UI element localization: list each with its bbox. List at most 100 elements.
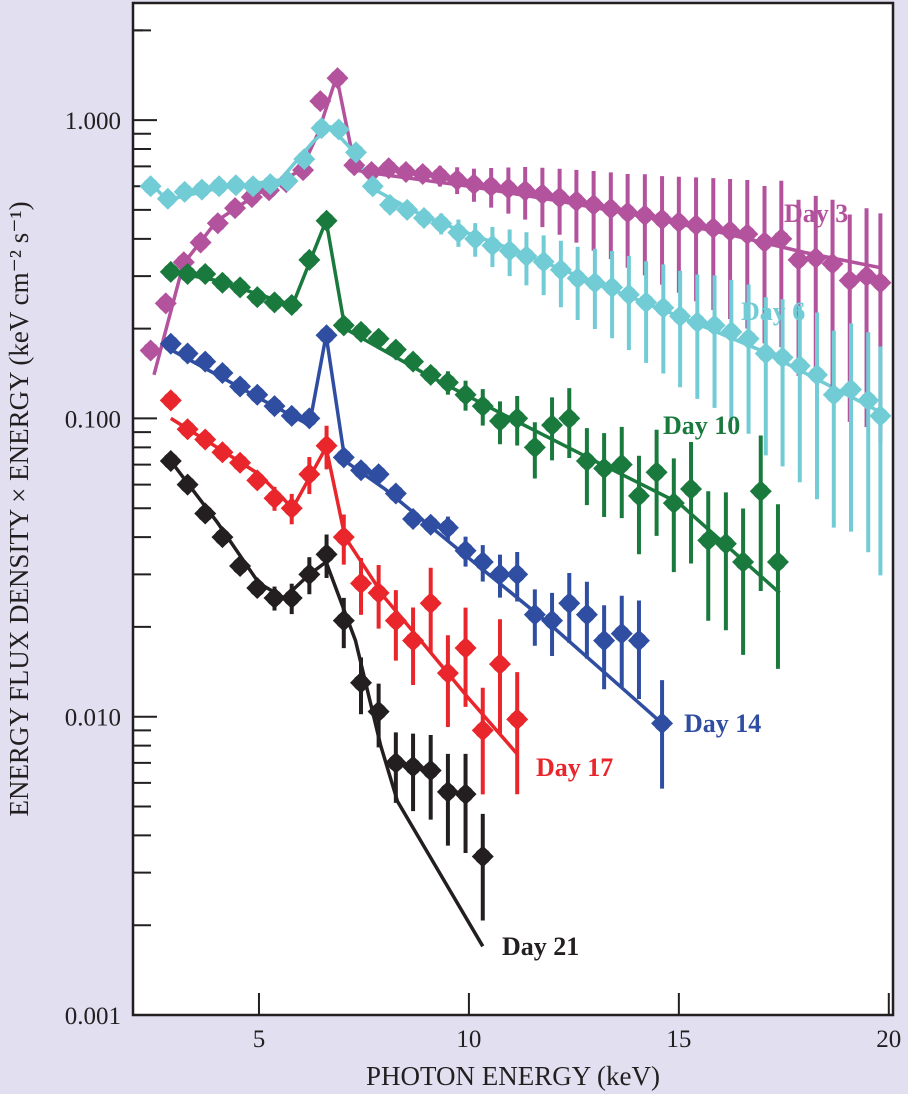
data-point-core xyxy=(193,181,210,198)
data-point-core xyxy=(301,466,318,483)
data-point-core xyxy=(474,398,491,415)
data-point-core xyxy=(630,487,647,504)
data-point-core xyxy=(602,200,619,217)
y-tick-labels: 0.001 0.010 0.100 1.000 xyxy=(65,108,121,1030)
series-day-10 xyxy=(159,209,789,669)
data-point-core xyxy=(773,230,790,247)
data-point-core xyxy=(433,215,450,232)
data-point-core xyxy=(353,323,369,340)
data-point-core xyxy=(439,665,456,682)
data-point-core xyxy=(157,295,174,312)
series-label-day-14: Day 14 xyxy=(684,709,761,738)
model-line-day-21 xyxy=(169,459,485,948)
x-tick-label: 15 xyxy=(666,1026,691,1053)
data-point-core xyxy=(387,341,404,358)
y-axis-title: ENERGY FLUX DENSITY × ENERGY (keV cm⁻² s… xyxy=(4,201,34,816)
data-point-core xyxy=(569,270,586,287)
data-point-core xyxy=(232,279,249,296)
data-point-core xyxy=(670,214,687,231)
data-point-core xyxy=(422,595,439,612)
data-point-core xyxy=(313,120,330,137)
series-label-day-3: Day 3 xyxy=(784,199,848,228)
data-point-core xyxy=(283,500,300,517)
data-point-core xyxy=(370,330,387,347)
data-point-core xyxy=(159,190,176,207)
data-point-core xyxy=(596,460,613,477)
data-point-core xyxy=(807,249,824,266)
data-point-core xyxy=(232,558,249,575)
data-point-core xyxy=(283,590,300,607)
data-point-core xyxy=(655,299,672,316)
series-day-14 xyxy=(159,324,674,789)
data-point-core xyxy=(249,289,266,306)
data-point-core xyxy=(705,219,722,236)
data-point-core xyxy=(232,378,249,395)
data-point-core xyxy=(227,177,244,194)
data-point-core xyxy=(142,178,159,195)
series-label-day-10: Day 10 xyxy=(663,411,740,440)
data-point-core xyxy=(422,366,439,383)
series-label-day-21: Day 21 xyxy=(502,932,579,961)
data-point-core xyxy=(330,121,347,138)
data-point-core xyxy=(353,674,369,691)
data-point-core xyxy=(534,186,551,203)
data-point-core xyxy=(654,211,671,228)
data-point-core xyxy=(457,786,474,803)
data-point-core xyxy=(465,176,482,193)
data-point-core xyxy=(249,580,266,597)
data-point-core xyxy=(347,144,364,161)
y-tick-label: 0.001 xyxy=(65,1003,121,1030)
data-point-core xyxy=(620,286,637,303)
data-point-core xyxy=(405,353,422,370)
data-point-core xyxy=(613,625,630,642)
data-point-core xyxy=(405,758,422,775)
data-point-core xyxy=(723,323,740,340)
data-point-core xyxy=(179,421,196,438)
data-point-core xyxy=(648,464,665,481)
data-point-core xyxy=(422,762,439,779)
data-point-core xyxy=(179,345,196,362)
data-point-core xyxy=(586,274,603,291)
data-point-core xyxy=(509,711,526,728)
data-point-core xyxy=(654,715,671,732)
data-point-core xyxy=(638,294,655,311)
data-point-core xyxy=(405,511,422,528)
data-point-core xyxy=(872,274,889,291)
data-point-core xyxy=(561,410,578,427)
data-point-core xyxy=(613,456,630,473)
data-point-core xyxy=(162,452,179,469)
data-point-core xyxy=(142,342,159,359)
data-point-core xyxy=(439,519,456,536)
data-point-core xyxy=(518,248,535,265)
data-point-core xyxy=(457,639,474,656)
data-point-core xyxy=(457,386,474,403)
data-point-core xyxy=(535,253,552,270)
data-point-core xyxy=(318,546,335,563)
data-point-core xyxy=(397,164,414,181)
data-point-core xyxy=(301,566,318,583)
data-point-core xyxy=(346,157,363,174)
data-point-core xyxy=(214,444,231,461)
data-point-core xyxy=(843,381,860,398)
y-tick-label: 1.000 xyxy=(65,108,121,135)
data-point-core xyxy=(739,226,756,243)
y-tick-label: 0.010 xyxy=(65,705,121,732)
data-point-core xyxy=(214,364,231,381)
data-point-core xyxy=(717,535,734,552)
data-point-core xyxy=(312,93,329,110)
data-point-core xyxy=(841,272,858,289)
data-point-core xyxy=(517,182,534,199)
data-point-core xyxy=(266,398,283,415)
data-point-core xyxy=(318,212,335,229)
data-point-core xyxy=(500,180,517,197)
data-point-core xyxy=(449,171,466,188)
data-point-core xyxy=(318,437,335,454)
data-point-core xyxy=(665,495,682,512)
data-point-core xyxy=(192,234,209,251)
data-point-core xyxy=(405,632,422,649)
data-point-core xyxy=(858,268,875,285)
data-point-core xyxy=(370,703,387,720)
data-point-core xyxy=(809,366,825,383)
data-point-core xyxy=(790,251,807,268)
data-point-core xyxy=(197,431,214,448)
